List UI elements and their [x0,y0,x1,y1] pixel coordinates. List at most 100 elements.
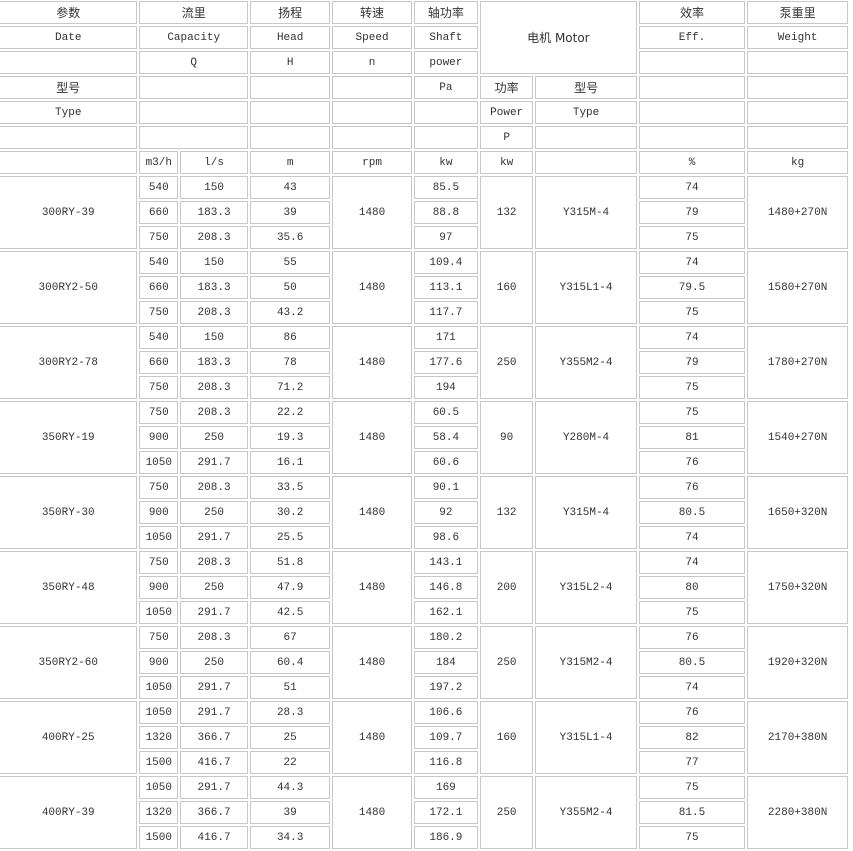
model-name: 350RY-19 [0,401,138,474]
weight-value: 2280+380N [747,776,848,849]
empty-cell [747,76,848,99]
head-cn: 扬程 [250,1,331,24]
head-value: 28.3 [250,701,331,724]
header-row-3: Q H n power [0,51,848,74]
capacity-m3h: 540 [139,176,179,199]
weight-value: 1650+320N [747,476,848,549]
capacity-ls: 291.7 [180,526,249,549]
model-name: 350RY2-60 [0,626,138,699]
motor-power-value: 200 [479,551,534,624]
shaft-power-value: 194 [413,376,478,399]
shaft-power-value: 169 [413,776,478,799]
capacity-ls: 183.3 [180,351,249,374]
capacity-ls: 208.3 [180,301,249,324]
motor-power-value: 250 [479,626,534,699]
capacity-m3h: 1050 [139,776,179,799]
motor-power-value: 250 [479,326,534,399]
capacity-ls: 250 [180,426,249,449]
table-row: 1050 291.7 16.1 60.6 76 [0,451,848,474]
efficiency-value: 76 [638,476,746,499]
model-name: 300RY2-78 [0,326,138,399]
capacity-ls: 208.3 [180,476,249,499]
motor-power-en: Power [479,101,534,124]
table-row: 660 183.3 78 177.6 79 [0,351,848,374]
head-value: 19.3 [250,426,331,449]
capacity-m3h: 1320 [139,726,179,749]
efficiency-value: 80.5 [638,501,746,524]
capacity-ls: 291.7 [180,601,249,624]
head-value: 86 [250,326,331,349]
header-row-5: Type Power Type [0,101,848,124]
head-value: 22.2 [250,401,331,424]
weight-value: 1540+270N [747,401,848,474]
table-row: 660 183.3 50 113.1 79.5 [0,276,848,299]
capacity-ls: 250 [180,576,249,599]
efficiency-value: 82 [638,726,746,749]
shaft-power-value: 116.8 [413,751,478,774]
shaft-power-value: 97 [413,226,478,249]
shaft-power-value: 98.6 [413,526,478,549]
capacity-m3h: 750 [139,551,179,574]
shaft-power-value: 60.6 [413,451,478,474]
capacity-m3h: 540 [139,326,179,349]
weight-value: 1480+270N [747,176,848,249]
empty-cell [413,126,478,149]
table-row: 1320 366.7 39 172.1 81.5 [0,801,848,824]
type-cn: 型号 [0,76,138,99]
motor-power-value: 160 [479,251,534,324]
capacity-m3h: 750 [139,301,179,324]
speed-value: 1480 [332,251,412,324]
head-value: 60.4 [250,651,331,674]
empty-cell [413,101,478,124]
capacity-m3h: 750 [139,226,179,249]
head-value: 50 [250,276,331,299]
weight-value: 2170+380N [747,701,848,774]
table-row: 900 250 60.4 184 80.5 [0,651,848,674]
head-value: 39 [250,801,331,824]
speed-value: 1480 [332,701,412,774]
shaft-power-value: 184 [413,651,478,674]
capacity-ls: 291.7 [180,451,249,474]
head-value: 51 [250,676,331,699]
empty-cell [638,101,746,124]
empty-cell [638,51,746,74]
shaft-power-value: 186.9 [413,826,478,849]
table-row: 750 208.3 35.6 97 75 [0,226,848,249]
head-value: 16.1 [250,451,331,474]
efficiency-value: 81 [638,426,746,449]
capacity-ls: 208.3 [180,376,249,399]
capacity-m3h: 1050 [139,601,179,624]
eff-en: Eff. [638,26,746,49]
capacity-m3h: 750 [139,476,179,499]
motor-power-sym: P [479,126,534,149]
shaft-power-value: 197.2 [413,676,478,699]
capacity-m3h: 1050 [139,676,179,699]
capacity-m3h: 1050 [139,701,179,724]
table-row: 350RY2-60 750 208.3 67 1480 180.2 250 Y315M2-4 7… [0,626,848,699]
capacity-ls: 208.3 [180,226,249,249]
capacity-ls: 183.3 [180,276,249,299]
units-row: m3/h l/s m rpm kw kw % kg [0,151,848,174]
capacity-m3h: 540 [139,251,179,274]
efficiency-value: 75 [638,301,746,324]
shaft-power-value: 162.1 [413,601,478,624]
head-value: 44.3 [250,776,331,799]
table-row: 300RY2-78 540 150 86 1480 171 250 Y355M2-4 74 178… [0,326,848,399]
weight-en: Weight [747,26,848,49]
efficiency-value: 75 [638,601,746,624]
head-sym: H [250,51,331,74]
model-name: 400RY-25 [0,701,138,774]
header-row-2: Date Capacity Head Speed Shaft Eff. Weig… [0,26,848,49]
empty-cell [139,126,249,149]
head-value: 39 [250,201,331,224]
capacity-ls: 150 [180,251,249,274]
empty-cell [747,101,848,124]
efficiency-value: 76 [638,701,746,724]
capacity-cn: 流里 [139,1,249,24]
capacity-m3h: 750 [139,626,179,649]
speed-value: 1480 [332,551,412,624]
motor-type-value: Y315M-4 [535,176,637,249]
table-row: 1050 291.7 25.5 98.6 74 [0,526,848,549]
capacity-m3h: 1320 [139,801,179,824]
motor-type-en: Type [535,101,637,124]
